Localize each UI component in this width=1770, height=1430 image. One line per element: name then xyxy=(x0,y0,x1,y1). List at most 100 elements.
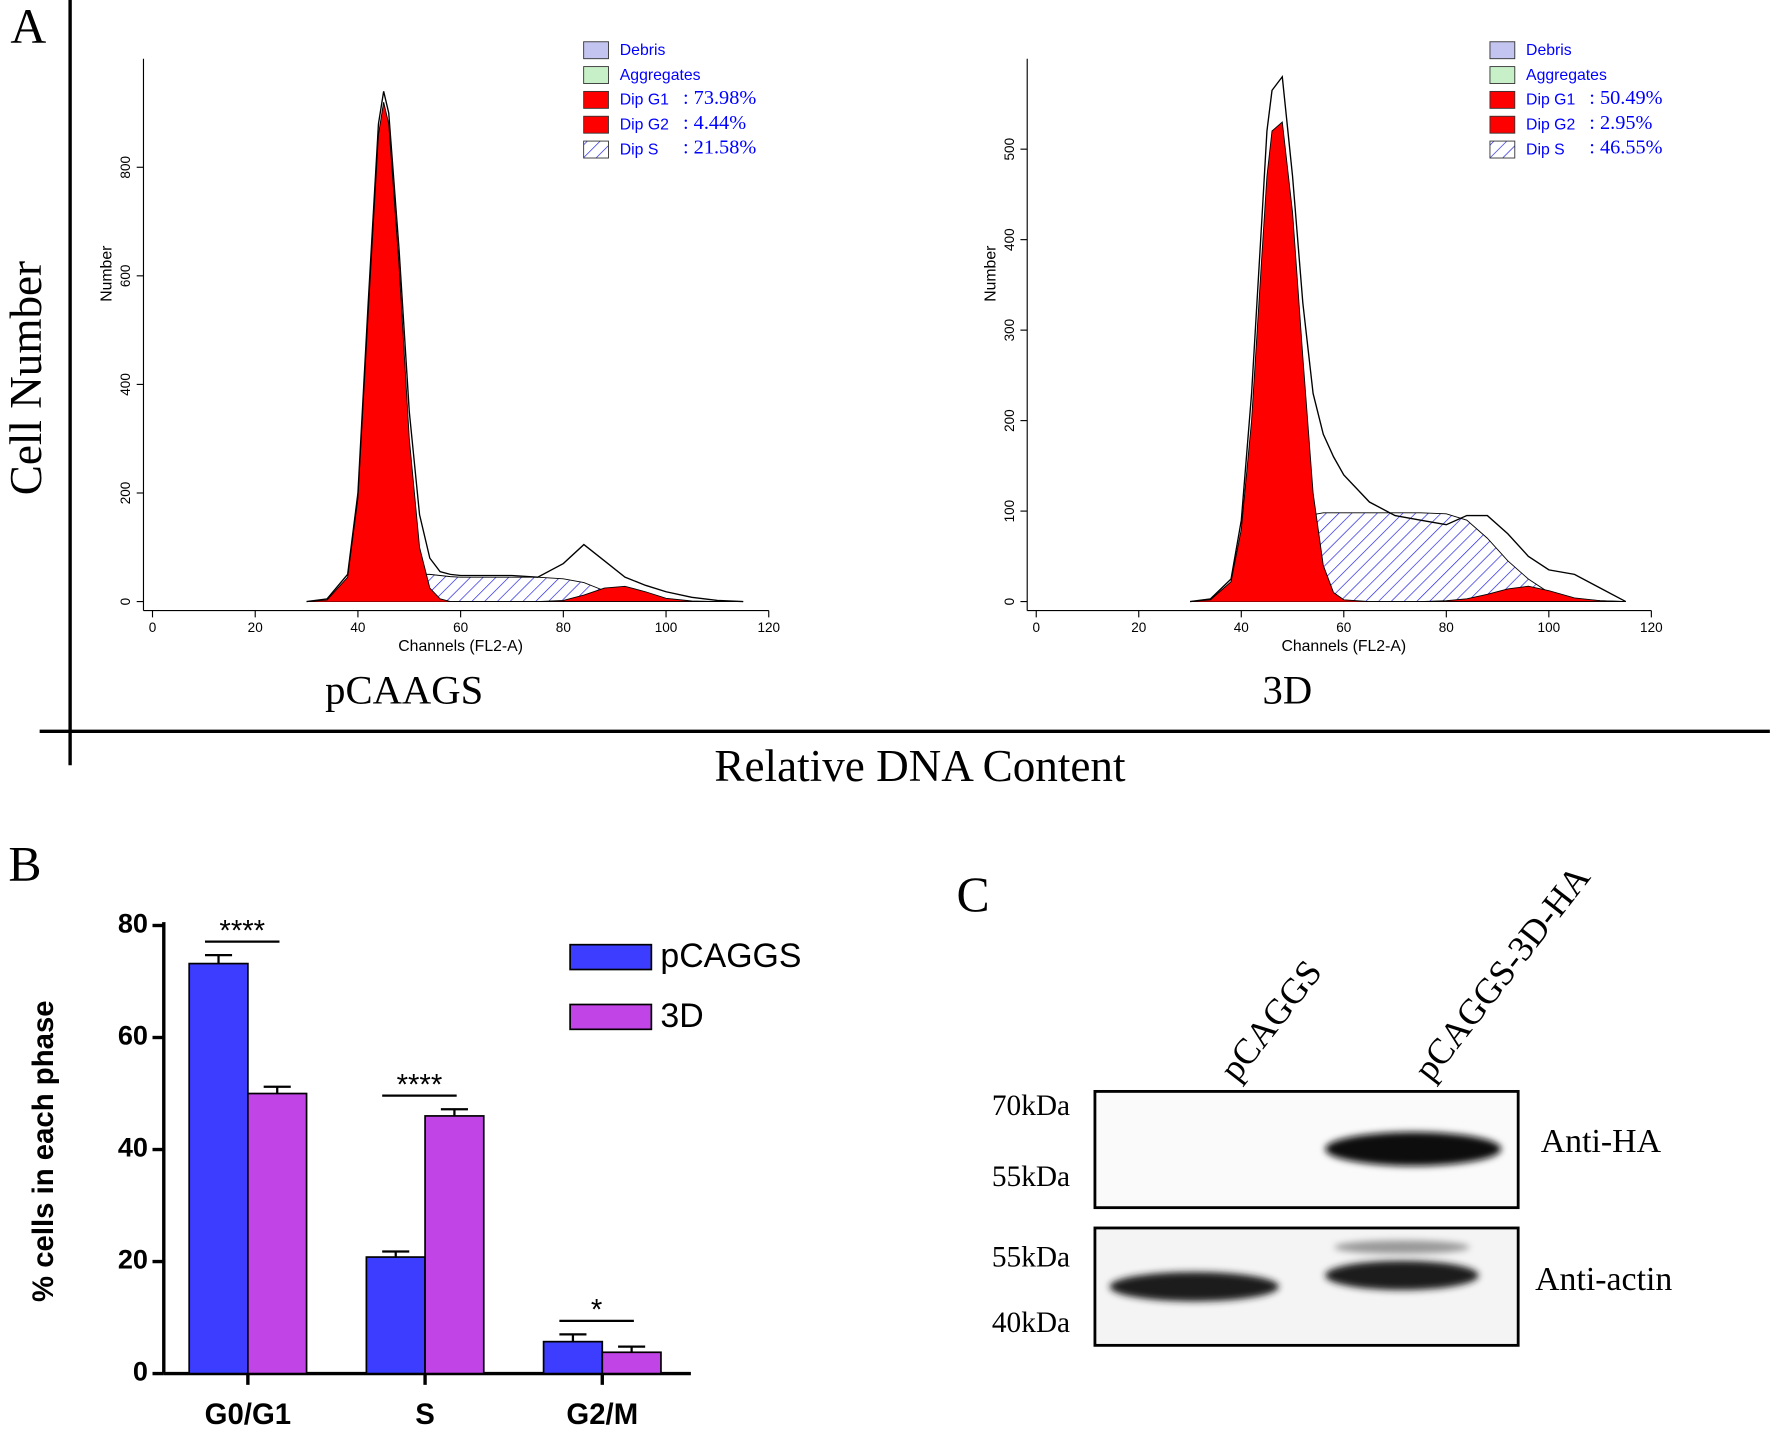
legend-label: Dip S xyxy=(1526,141,1565,158)
panel-label: A xyxy=(10,0,46,54)
legend-label: Dip G1 xyxy=(1526,92,1575,109)
significance-label: **** xyxy=(219,914,265,947)
legend-swatch xyxy=(1489,140,1516,159)
y-tick-label: 60 xyxy=(118,1020,148,1051)
bar xyxy=(424,1115,485,1375)
error-bar xyxy=(382,1250,410,1258)
x-tick-label: G2/M xyxy=(566,1398,638,1430)
legend-label: Dip S xyxy=(620,141,659,158)
area xyxy=(1190,121,1626,603)
western-blot: pCAGGS pCAGGS-3D-HA 70kDa 55kDa 55kDa 40… xyxy=(992,858,1672,1347)
legend-label: Aggregates xyxy=(1526,67,1607,84)
x-tick-label: 120 xyxy=(1640,620,1663,635)
marker-label: 55kDa xyxy=(992,1241,1070,1273)
area xyxy=(1189,74,1627,603)
bar xyxy=(542,1340,604,1375)
legend-value: : 4.44% xyxy=(683,112,746,134)
x-tick-label: 120 xyxy=(757,620,780,635)
y-axis-label: Number xyxy=(982,246,999,302)
legend-label: Dip G2 xyxy=(1526,116,1575,133)
bar xyxy=(365,1256,426,1375)
y-tick-label: 800 xyxy=(118,156,133,179)
legend-swatch xyxy=(1489,115,1516,134)
caption: pCAAGS xyxy=(325,667,483,712)
legend-value: : 21.58% xyxy=(683,137,756,159)
error-bar xyxy=(263,1085,291,1094)
legend-label: pCAGGS xyxy=(660,937,801,975)
x-tick-label: 60 xyxy=(1336,620,1351,635)
band xyxy=(1325,1260,1479,1291)
legend-swatch xyxy=(583,66,609,84)
error-bar xyxy=(559,1333,587,1342)
legend-swatch xyxy=(583,140,609,159)
legend-value: : 46.55% xyxy=(1589,137,1662,159)
y-tick-label: 0 xyxy=(133,1356,148,1387)
area xyxy=(306,102,744,603)
y-axis-label: % cells in each phase xyxy=(27,1000,60,1302)
significance-label: * xyxy=(591,1294,602,1327)
band xyxy=(1325,1132,1502,1166)
error-bar xyxy=(618,1345,646,1353)
y-tick-label: 200 xyxy=(1002,409,1017,432)
caption: 3D xyxy=(1263,667,1313,712)
error-bar xyxy=(204,954,233,964)
lane-label: pCAGGS-3D-HA xyxy=(1406,858,1598,1088)
x-tick-label: G0/G1 xyxy=(205,1398,291,1430)
legend-label: Debris xyxy=(620,42,666,59)
legend-swatch xyxy=(1489,90,1516,109)
y-tick-label: 600 xyxy=(118,265,133,288)
x-tick-label: 80 xyxy=(1439,620,1454,635)
antibody-label: Anti-HA xyxy=(1541,1123,1662,1160)
marker-label: 55kDa xyxy=(992,1161,1070,1193)
antibody-label: Anti-actin xyxy=(1535,1261,1672,1298)
y-tick-label: 20 xyxy=(118,1244,148,1275)
y-tick-label: 80 xyxy=(118,908,148,939)
x-tick-label: 20 xyxy=(248,620,263,635)
y-tick-label: 0 xyxy=(118,598,133,606)
legend-swatch xyxy=(1489,66,1516,84)
x-tick-label: 60 xyxy=(453,620,468,635)
x-tick-label: S xyxy=(415,1398,435,1430)
y-axis-title: Cell Number xyxy=(1,261,51,495)
legend-label: Dip G2 xyxy=(620,116,669,133)
legend-label: Aggregates xyxy=(620,67,701,84)
y-tick-label: 500 xyxy=(1002,138,1017,161)
legend-value: : 73.98% xyxy=(683,87,756,109)
legend-label: 3D xyxy=(660,997,703,1035)
band xyxy=(1109,1271,1279,1302)
panel-label: B xyxy=(8,836,41,891)
y-tick-label: 40 xyxy=(118,1132,148,1163)
x-tick-label: 0 xyxy=(1032,620,1040,635)
x-tick-label: 100 xyxy=(655,620,678,635)
significance-label: **** xyxy=(397,1068,443,1101)
y-tick-label: 300 xyxy=(1002,319,1017,342)
y-tick-label: 200 xyxy=(118,482,133,505)
x-tick-label: 40 xyxy=(350,620,365,635)
error-bar xyxy=(440,1108,468,1116)
x-tick-label: 20 xyxy=(1131,620,1146,635)
y-tick-label: 100 xyxy=(1002,500,1017,523)
legend-value: : 2.95% xyxy=(1589,112,1652,134)
legend-swatch xyxy=(569,1003,653,1031)
x-tick-label: 0 xyxy=(149,620,157,635)
bar xyxy=(247,1092,308,1375)
y-tick-label: 400 xyxy=(118,373,133,396)
y-tick-label: 400 xyxy=(1002,228,1017,251)
x-tick-label: 100 xyxy=(1538,620,1561,635)
legend-swatch xyxy=(1489,41,1516,60)
x-tick-label: 80 xyxy=(556,620,571,635)
legend-swatch xyxy=(583,90,609,109)
panel-label: C xyxy=(956,867,989,922)
legend-swatch xyxy=(569,943,653,971)
legend-value: : 50.49% xyxy=(1589,87,1662,109)
legend-swatch xyxy=(583,41,609,60)
x-axis-label: Channels (FL2-A) xyxy=(1281,638,1406,655)
x-tick-label: 40 xyxy=(1234,620,1249,635)
bar xyxy=(601,1351,662,1375)
bar xyxy=(188,962,249,1375)
marker-label: 70kDa xyxy=(992,1090,1070,1122)
legend-label: Debris xyxy=(1526,42,1572,59)
lane-label: pCAGGS xyxy=(1212,953,1330,1088)
